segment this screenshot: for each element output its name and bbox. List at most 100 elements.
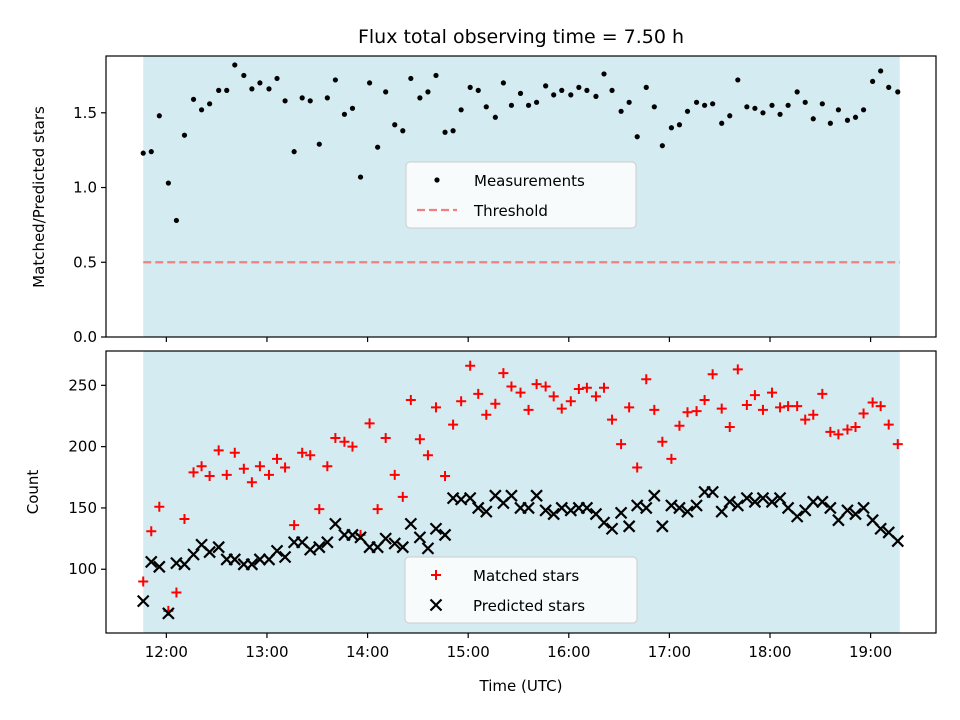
matched-point [892, 439, 903, 450]
data-point [676, 122, 683, 128]
x-tick-label: 17:00 [648, 643, 691, 661]
matched-point [138, 576, 149, 587]
matched-point [757, 404, 768, 415]
matched-point [707, 369, 718, 380]
matched-point [800, 414, 811, 425]
matched-point [272, 453, 283, 464]
x-tick-label: 14:00 [346, 643, 389, 661]
predicted-point [346, 528, 359, 542]
y-tick-label: 100 [68, 560, 97, 578]
data-point [173, 217, 180, 224]
predicted-point [681, 505, 694, 518]
predicted-point [806, 495, 820, 509]
data-point [626, 99, 632, 105]
data-point [735, 77, 741, 83]
matched-point [599, 382, 609, 393]
y-tick-label: 200 [68, 438, 97, 456]
matched-point [305, 450, 316, 461]
data-point [802, 99, 808, 105]
data-point [878, 68, 884, 74]
bottom-y-axis-label: Count [24, 470, 42, 515]
data-point [886, 84, 892, 90]
matched-point [221, 469, 232, 480]
matched-point [213, 445, 224, 456]
data-point [895, 89, 901, 95]
data-point [349, 105, 356, 111]
data-point [601, 71, 607, 77]
predicted-point [841, 504, 854, 517]
plot-frame [105, 350, 937, 634]
matched-point [330, 433, 341, 444]
matched-point [808, 409, 819, 420]
matched-point [414, 434, 425, 445]
predicted-point [471, 501, 485, 515]
matched-point [875, 401, 886, 412]
data-point [357, 174, 364, 180]
data-point [785, 102, 791, 108]
x-tick-label: 15:00 [447, 643, 490, 661]
matched-point [364, 418, 375, 429]
data-point [517, 90, 524, 96]
data-point [307, 98, 313, 104]
matched-point [322, 461, 333, 472]
matched-point [674, 420, 685, 431]
matched-point [188, 467, 199, 478]
data-point [475, 87, 481, 93]
predicted-point [438, 528, 452, 542]
predicted-point [530, 489, 543, 502]
matched-point [867, 397, 878, 408]
legend-marker [434, 177, 440, 183]
data-point [794, 89, 800, 95]
matched-point [716, 403, 727, 414]
legend-label: Measurements [474, 172, 585, 190]
matched-point [833, 429, 844, 440]
data-point [827, 120, 833, 126]
x-tick-label: 12:00 [145, 643, 188, 661]
data-point [181, 132, 188, 138]
matched-point [481, 409, 492, 420]
data-point [316, 141, 322, 147]
matched-point [691, 406, 702, 417]
data-point [659, 143, 665, 149]
matched-point [380, 433, 391, 444]
data-point [576, 84, 582, 90]
data-point [693, 99, 700, 105]
data-point [232, 62, 238, 68]
y-tick-label: 250 [68, 376, 97, 394]
data-point [860, 107, 867, 113]
matched-point [732, 364, 743, 375]
predicted-point [723, 495, 737, 509]
data-point [760, 110, 766, 116]
predicted-point [463, 491, 477, 505]
predicted-point [187, 548, 200, 561]
x-tick-label: 18:00 [748, 643, 791, 661]
data-point [744, 104, 750, 110]
predicted-point [505, 489, 518, 502]
legend-label: Threshold [473, 202, 548, 220]
matched-point [741, 399, 752, 410]
data-point [425, 89, 431, 95]
matched-point [314, 504, 325, 515]
predicted-point [731, 499, 745, 512]
y-tick-label: 150 [68, 499, 97, 517]
matched-point [515, 387, 526, 398]
data-point [332, 77, 338, 83]
matched-point [204, 471, 215, 482]
panel-2: 100 150 200 250 12:00 13:00 14:00 15:00 16:00 17:… [68, 350, 937, 661]
predicted-point [891, 534, 905, 548]
matched-point [498, 368, 509, 379]
data-point [852, 114, 859, 120]
matched-point [531, 379, 542, 390]
predicted-point [178, 558, 191, 571]
data-point [442, 129, 448, 135]
data-point [559, 87, 565, 93]
predicted-point [388, 537, 402, 550]
predicted-point [765, 495, 779, 509]
predicted-point [564, 504, 578, 517]
predicted-point [665, 499, 678, 512]
top-y-axis-label: Matched/Predicted stars [30, 106, 48, 288]
data-point [844, 117, 851, 123]
matched-point [682, 407, 693, 418]
chart-title: Flux total observing time = 7.50 h [358, 26, 684, 48]
